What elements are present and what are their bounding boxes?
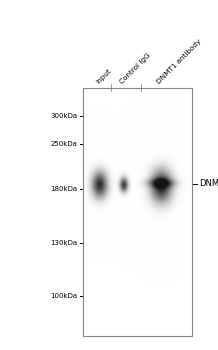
Text: 100kDa: 100kDa: [50, 293, 77, 299]
Text: Input: Input: [95, 67, 112, 85]
Text: DNMT1 antibody: DNMT1 antibody: [156, 38, 203, 85]
Text: 300kDa: 300kDa: [50, 112, 77, 119]
Text: 180kDa: 180kDa: [50, 186, 77, 192]
Text: DNMT1: DNMT1: [199, 179, 218, 188]
Text: 130kDa: 130kDa: [50, 240, 77, 246]
Bar: [83, 88, 192, 336]
Bar: [83, 88, 192, 336]
Text: Control IgG: Control IgG: [119, 52, 152, 85]
Text: 250kDa: 250kDa: [51, 140, 77, 147]
